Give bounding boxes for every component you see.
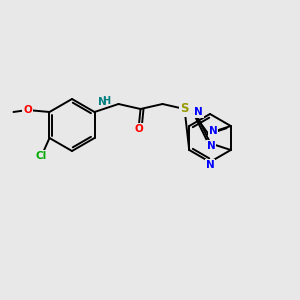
Text: N: N [207, 161, 215, 171]
Text: O: O [134, 124, 143, 134]
Text: N: N [194, 107, 203, 117]
Text: H: H [103, 96, 111, 106]
Text: O: O [23, 105, 32, 115]
Text: N: N [98, 97, 107, 107]
Text: N: N [207, 141, 215, 151]
Text: S: S [180, 103, 189, 116]
Text: N: N [208, 126, 217, 136]
Text: N: N [206, 160, 214, 170]
Text: Cl: Cl [36, 151, 47, 161]
